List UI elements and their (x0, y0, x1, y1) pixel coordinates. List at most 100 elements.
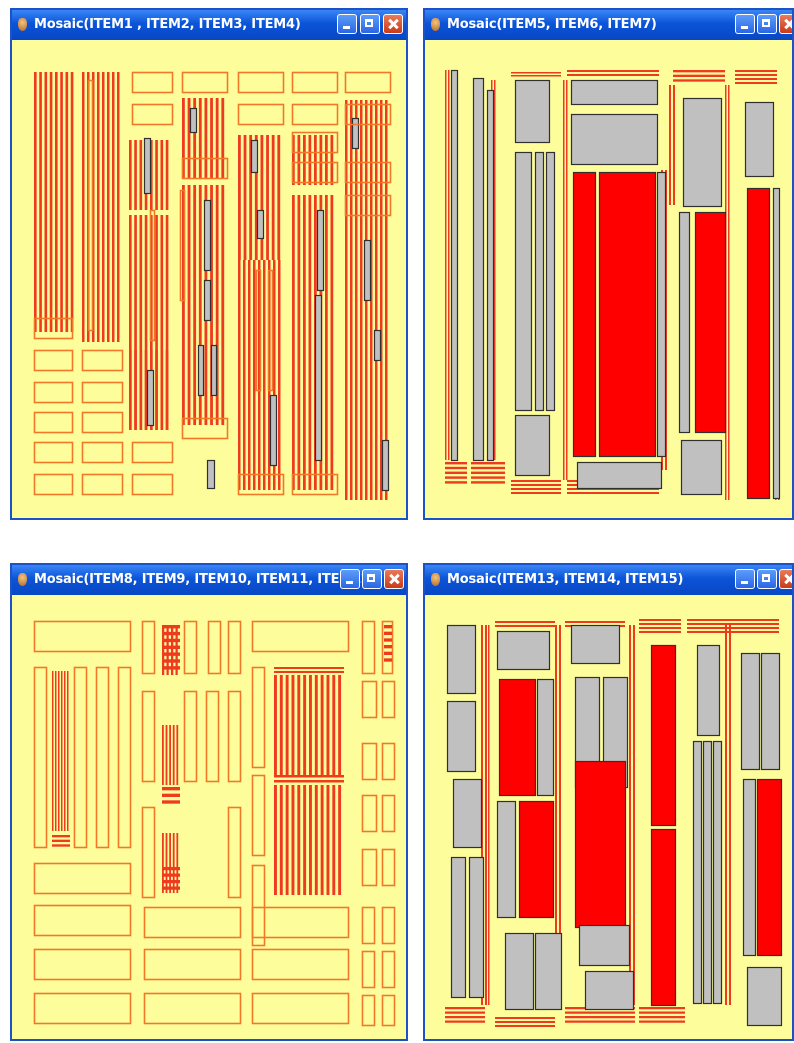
stripe (326, 675, 330, 775)
mosaic-tile (183, 690, 198, 783)
stripe (215, 185, 219, 425)
mosaic-window-1[interactable]: Mosaic(ITEM1 , ITEM2, ITEM3, ITEM4) (10, 8, 408, 520)
stripe (565, 1016, 635, 1019)
stripe (384, 658, 392, 662)
stripe (162, 725, 164, 785)
stripe (129, 215, 132, 430)
stripe (291, 675, 295, 775)
gray-tile (504, 932, 535, 1011)
mosaic-drawing (33, 71, 392, 500)
gray-tile (446, 624, 477, 695)
maximize-button[interactable] (757, 14, 777, 34)
stripe (495, 1017, 555, 1019)
title-bar[interactable]: Mosaic(ITEM1 , ITEM2, ITEM3, ITEM4) (12, 10, 406, 40)
stripe (639, 1011, 685, 1014)
stripe (345, 100, 348, 500)
close-button[interactable] (779, 569, 792, 589)
minimize-button[interactable] (735, 569, 755, 589)
stripe (445, 481, 467, 484)
stripe (673, 79, 725, 82)
gray-tile (189, 107, 198, 134)
mosaic-tile (237, 103, 285, 126)
mosaic-tile (344, 194, 392, 217)
stripe (176, 833, 179, 893)
stripe (249, 135, 253, 260)
gray-tile (678, 211, 691, 434)
stripe (687, 619, 729, 621)
stripe (471, 476, 505, 479)
gray-tile (514, 79, 551, 144)
gray-tile (740, 652, 761, 771)
minimize-button[interactable] (735, 14, 755, 34)
red-tile (756, 778, 783, 957)
mosaic-tile (81, 473, 124, 496)
stripe (172, 725, 175, 785)
stripe (55, 72, 58, 332)
stripe (445, 1011, 485, 1014)
maximize-button[interactable] (360, 14, 380, 34)
close-button[interactable] (383, 14, 403, 34)
mosaic-tile (95, 666, 110, 849)
title-bar[interactable]: Mosaic(ITEM13, ITEM14, ITEM15) (425, 565, 792, 595)
mosaic-tile (81, 349, 124, 372)
stripe (162, 659, 180, 663)
stripe (291, 785, 295, 895)
mosaic-window-3[interactable]: Mosaic(ITEM8, ITEM9, ITEM10, ITEM11, ITE… (10, 563, 408, 1041)
mosaic-tile (381, 794, 396, 833)
stripe (65, 72, 69, 332)
close-button[interactable] (384, 569, 404, 589)
mosaic-window-4[interactable]: Mosaic(ITEM13, ITEM14, ITEM15) (423, 563, 794, 1041)
red-tile (498, 678, 537, 797)
stripe (729, 623, 779, 625)
stripe (495, 1025, 555, 1027)
mosaic-tile (141, 806, 156, 899)
stripe (266, 135, 269, 260)
maximize-button[interactable] (362, 569, 382, 589)
stripe (160, 350, 164, 430)
stripe (375, 100, 378, 500)
gray-tile (452, 778, 483, 849)
mosaic-tile (73, 666, 88, 849)
stripe (729, 631, 779, 633)
title-bar[interactable]: Mosaic(ITEM8, ITEM9, ITEM10, ITEM11, ITE… (12, 565, 406, 595)
stripe (139, 350, 143, 430)
stripe (445, 70, 447, 460)
mosaic-tile (381, 848, 396, 887)
minimize-button[interactable] (337, 14, 357, 34)
stripe (34, 72, 37, 332)
stripe (134, 140, 137, 210)
mosaic-tile (251, 948, 350, 981)
title-bar[interactable]: Mosaic(ITEM5, ITEM6, ITEM7) (425, 10, 792, 40)
stripe (144, 215, 148, 430)
mosaic-window-2[interactable]: Mosaic(ITEM5, ITEM6, ITEM7) (423, 8, 794, 520)
maximize-button[interactable] (757, 569, 777, 589)
gray-tile (742, 778, 757, 957)
stripe (162, 652, 180, 656)
stripe (162, 793, 180, 797)
mosaic-tile (131, 441, 174, 464)
mosaic-tile (251, 666, 266, 769)
stripe (729, 619, 779, 621)
gray-tile (468, 856, 485, 999)
gray-tile (269, 394, 278, 467)
stripe (728, 180, 730, 500)
minimize-button[interactable] (340, 569, 360, 589)
stripe (162, 638, 180, 643)
stripe (52, 839, 70, 842)
stripe (448, 70, 450, 460)
stripe (495, 1021, 555, 1023)
gray-tile (570, 79, 659, 106)
close-button[interactable] (779, 14, 792, 34)
stripe (274, 780, 344, 783)
stripe (325, 135, 328, 185)
stripe (274, 785, 277, 895)
stripe (155, 350, 158, 430)
stripe (314, 675, 318, 775)
stripe (303, 785, 307, 895)
mosaic-tile (207, 620, 222, 675)
mosaic-tile (181, 157, 229, 180)
stripe (360, 100, 363, 500)
mosaic-tile (381, 950, 396, 989)
stripe (169, 725, 171, 785)
stripe (566, 80, 568, 480)
